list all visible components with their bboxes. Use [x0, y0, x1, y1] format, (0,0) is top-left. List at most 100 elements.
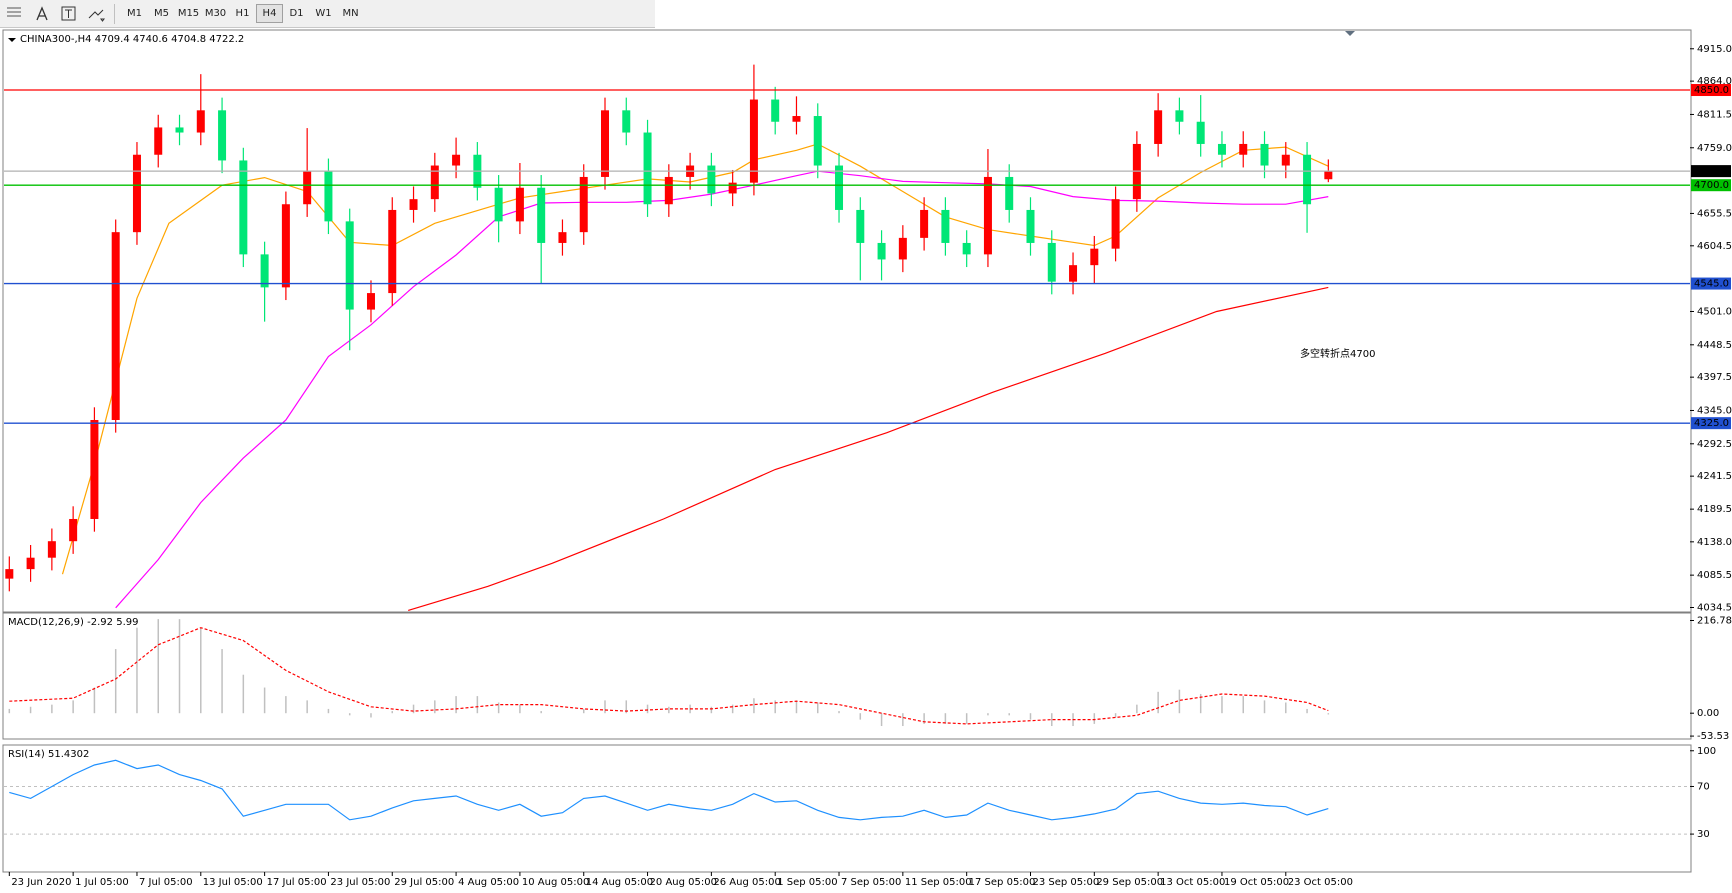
x-tick-label: 26 Aug 05:00	[713, 877, 780, 888]
x-tick-label: 23 Jul 05:00	[330, 877, 390, 888]
ohlc-close: 4722.2	[209, 34, 244, 45]
candle-body	[1069, 265, 1078, 282]
y-tick-label: 4759.0	[1697, 143, 1732, 154]
candle-body	[5, 569, 14, 579]
candle-body	[728, 182, 737, 194]
y-tick-label: 4864.0	[1697, 76, 1732, 87]
y-tick-label: 4292.5	[1697, 439, 1732, 450]
candle-body	[1324, 171, 1333, 180]
candle-body	[664, 176, 673, 205]
candle-body	[1217, 143, 1226, 155]
candle-body	[537, 187, 546, 243]
y-tick-label: 4397.5	[1697, 372, 1732, 383]
timeframe-group: M1 M5 M15 M30 H1 H4 D1 W1 MN	[121, 4, 364, 23]
candle-body	[877, 242, 886, 260]
x-tick-label: 1 Sep 05:00	[777, 877, 837, 888]
candle-body	[345, 221, 354, 310]
arrow-tool[interactable]	[84, 3, 108, 25]
moving-average	[61, 143, 1329, 575]
level-label: 4700.0	[1694, 180, 1729, 191]
candle-body	[1154, 110, 1163, 144]
x-tick-label: 7 Sep 05:00	[841, 877, 901, 888]
timeframe-button[interactable]: M1	[127, 8, 142, 19]
y-tick-label: 4345.0	[1697, 405, 1732, 416]
candle-body	[1111, 199, 1120, 249]
candle-body	[281, 204, 290, 288]
y-tick-label: 30	[1697, 829, 1710, 840]
x-tick-label: 23 Oct 05:00	[1288, 877, 1353, 888]
y-tick-label: 4034.5	[1697, 603, 1732, 614]
timeframe-button[interactable]: W1	[315, 8, 332, 19]
shift-marker	[1345, 31, 1355, 36]
candle-body	[175, 127, 184, 133]
candle-body	[26, 557, 35, 570]
y-tick-label: 70	[1697, 781, 1710, 792]
timeframe-button[interactable]: MN	[342, 8, 359, 19]
x-tick-label: 14 Aug 05:00	[586, 877, 653, 888]
candle-body	[643, 132, 652, 205]
x-tick-label: 29 Jul 05:00	[394, 877, 454, 888]
candle-body	[579, 176, 588, 233]
x-tick-label: 7 Jul 05:00	[139, 877, 193, 888]
level-label-bg	[1691, 84, 1731, 97]
timeframe-button[interactable]: D1	[289, 8, 304, 19]
ohlc-low: 4704.8	[171, 34, 206, 45]
x-tick-label: 13 Jul 05:00	[203, 877, 263, 888]
chart: CHINA300-,H4 4709.4 4740.6 4704.8 4722.2…	[2, 29, 1732, 888]
candle-body	[218, 110, 227, 161]
collapse-icon[interactable]	[8, 38, 16, 42]
level-label-bg	[1691, 179, 1731, 192]
candle-body	[707, 165, 716, 194]
candle-body	[941, 209, 950, 243]
symbol: CHINA300-,H4 4709.4 4740.6 4704.8 4722.2	[20, 34, 244, 45]
candle-body	[622, 110, 631, 133]
macd-frame	[2, 612, 1692, 740]
candle-body	[1047, 242, 1056, 282]
crosshair-tool[interactable]	[3, 3, 27, 25]
candle-body	[792, 116, 801, 122]
y-tick-label: -53.53	[1697, 731, 1729, 742]
signal-value: 5.99	[116, 617, 138, 628]
timeframe-button[interactable]: M5	[154, 8, 169, 19]
y-tick-label: 4085.5	[1697, 570, 1732, 581]
candle-body	[69, 518, 78, 542]
text-tool[interactable]	[30, 3, 54, 25]
candle-body	[1260, 143, 1269, 166]
timeframe-button[interactable]: H4	[256, 4, 283, 23]
x-tick-label: 1 Jul 05:00	[75, 877, 129, 888]
candle-body	[47, 541, 56, 558]
candle-body	[1005, 176, 1014, 210]
level-label: 4325.0	[1694, 418, 1729, 429]
ohlc-high: 4740.6	[133, 34, 168, 45]
y-tick-label: 4501.0	[1697, 306, 1732, 317]
timeframe-button[interactable]: M15	[177, 8, 200, 19]
separator	[114, 3, 115, 24]
candle-body	[324, 171, 333, 222]
candle-body	[920, 209, 929, 238]
candle-body	[90, 419, 99, 519]
candle-body	[898, 237, 907, 260]
timeframe-button[interactable]: H1	[235, 8, 250, 19]
candle-body	[1239, 143, 1248, 155]
moving-average	[408, 286, 1329, 611]
candle-body	[154, 127, 163, 155]
moving-average	[115, 170, 1329, 609]
candle-body	[813, 116, 822, 166]
label-tool[interactable]	[57, 3, 81, 25]
macd-label: MACD(12,26,9) -2.92 5.99	[8, 617, 138, 628]
annotation: 多空转折点4700	[1300, 347, 1375, 360]
signal-line	[9, 627, 1329, 725]
x-tick-label: 17 Jul 05:00	[267, 877, 327, 888]
x-tick-label: 4 Aug 05:00	[458, 877, 519, 888]
x-tick-label: 20 Aug 05:00	[650, 877, 717, 888]
candle-body	[494, 187, 503, 222]
y-tick-label: 4189.5	[1697, 504, 1732, 515]
rsi-name: RSI(14)	[8, 749, 45, 760]
x-tick-label: 23 Jun 2020	[11, 877, 71, 888]
level-label-bg	[1691, 277, 1731, 290]
candle-body	[388, 209, 397, 294]
candle-body	[1303, 154, 1312, 205]
timeframe-button[interactable]: M30	[204, 8, 227, 19]
level-label: 4850.0	[1694, 85, 1729, 96]
y-tick-label: 216.78	[1697, 616, 1732, 627]
